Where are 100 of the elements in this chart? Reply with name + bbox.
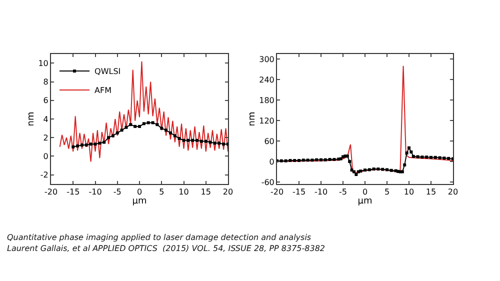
point <box>381 168 384 171</box>
x-tick-label: -20 <box>44 188 58 197</box>
point <box>160 126 164 130</box>
point <box>164 128 168 132</box>
x-tick-label: -5 <box>339 188 347 197</box>
x-axis-title: μm <box>132 196 147 207</box>
text: Quantitative phase imaging applied to laser damage detection and analysis <box>7 233 312 242</box>
point <box>80 144 84 147</box>
point <box>442 156 446 160</box>
x-tick-label: -20 <box>270 188 284 197</box>
y-tick-label: 180 <box>259 96 274 105</box>
y-tick-label: 10 <box>38 59 48 68</box>
point <box>102 140 106 144</box>
x-tick-label: -10 <box>314 188 328 197</box>
y-axis-title: nm <box>247 112 258 126</box>
point <box>186 138 190 142</box>
y-tick-label: 300 <box>259 54 274 64</box>
y-tick-label: 8 <box>43 78 48 87</box>
point <box>288 158 292 162</box>
point <box>116 131 119 134</box>
point <box>213 142 216 145</box>
point <box>352 170 356 174</box>
point <box>364 168 366 172</box>
y-tick-label: 4 <box>43 114 48 124</box>
x-tick-label: 5 <box>159 188 164 197</box>
y-tick-label: -2 <box>40 170 48 180</box>
point <box>218 142 221 145</box>
point <box>173 134 176 138</box>
point <box>151 121 154 124</box>
point <box>146 121 150 124</box>
point <box>200 140 203 143</box>
point <box>405 151 408 154</box>
point <box>412 154 415 158</box>
x-tick-label: 10 <box>178 188 189 197</box>
point <box>222 142 226 146</box>
point <box>348 160 352 164</box>
line-series <box>59 60 228 162</box>
point <box>368 168 371 172</box>
x-tick-label: 20 <box>222 188 234 197</box>
point <box>372 168 376 171</box>
legend-label: QWLSI <box>94 67 121 76</box>
point <box>320 158 322 162</box>
point <box>310 158 314 162</box>
x-tick-label: 15 <box>200 188 211 197</box>
point <box>134 124 137 128</box>
point <box>324 158 327 162</box>
point <box>129 123 132 126</box>
point <box>138 124 141 128</box>
point <box>182 138 186 142</box>
point <box>178 137 181 140</box>
point <box>438 156 442 160</box>
x-tick-label: 20 <box>448 188 458 197</box>
y-tick-label: 240 <box>259 75 274 84</box>
point <box>434 156 437 159</box>
y-tick-label: 120 <box>259 116 274 126</box>
point <box>204 140 208 143</box>
point <box>284 159 288 162</box>
point <box>191 138 194 142</box>
y-tick-label: -60 <box>261 178 274 187</box>
point <box>420 156 424 159</box>
point <box>403 163 406 166</box>
x-tick-label: -5 <box>113 188 122 197</box>
y-tick-label: 0 <box>43 152 48 161</box>
point <box>315 158 318 162</box>
point <box>302 158 305 162</box>
point <box>94 142 97 146</box>
point <box>124 126 128 129</box>
point <box>208 140 212 144</box>
point <box>168 131 172 134</box>
point <box>430 156 432 159</box>
point <box>376 168 380 171</box>
x-tick-label: -10 <box>88 188 102 197</box>
text: Laurent Gallais, et al APPLIED OPTICS (2015) VOL. 54, ISSUE 28, PP 8375-8382 <box>7 244 326 253</box>
point <box>416 155 420 158</box>
y-tick-label: 0 <box>269 157 274 166</box>
point <box>359 170 362 173</box>
x-tick-label: 5 <box>384 188 390 197</box>
point <box>306 158 310 162</box>
point <box>84 144 88 147</box>
x-tick-label: 15 <box>426 188 436 197</box>
x-tick-label: -15 <box>66 188 80 197</box>
x-tick-label: 0 <box>362 188 368 197</box>
point <box>447 156 450 160</box>
x-axis-title: μm <box>358 196 372 207</box>
x-tick-label: 10 <box>404 188 414 197</box>
point <box>76 144 80 148</box>
point <box>111 134 114 138</box>
point <box>332 158 336 161</box>
point <box>156 123 159 126</box>
x-tick-label: 0 <box>136 188 142 197</box>
y-tick-label: 6 <box>43 96 48 106</box>
y-axis-title: nm <box>26 112 37 126</box>
point <box>120 128 124 132</box>
line-series <box>72 121 228 148</box>
legend-label: AFM <box>94 86 112 96</box>
point <box>390 168 393 172</box>
point <box>410 150 413 154</box>
point <box>280 159 283 162</box>
point <box>98 142 102 145</box>
y-tick-label: 2 <box>43 133 48 142</box>
